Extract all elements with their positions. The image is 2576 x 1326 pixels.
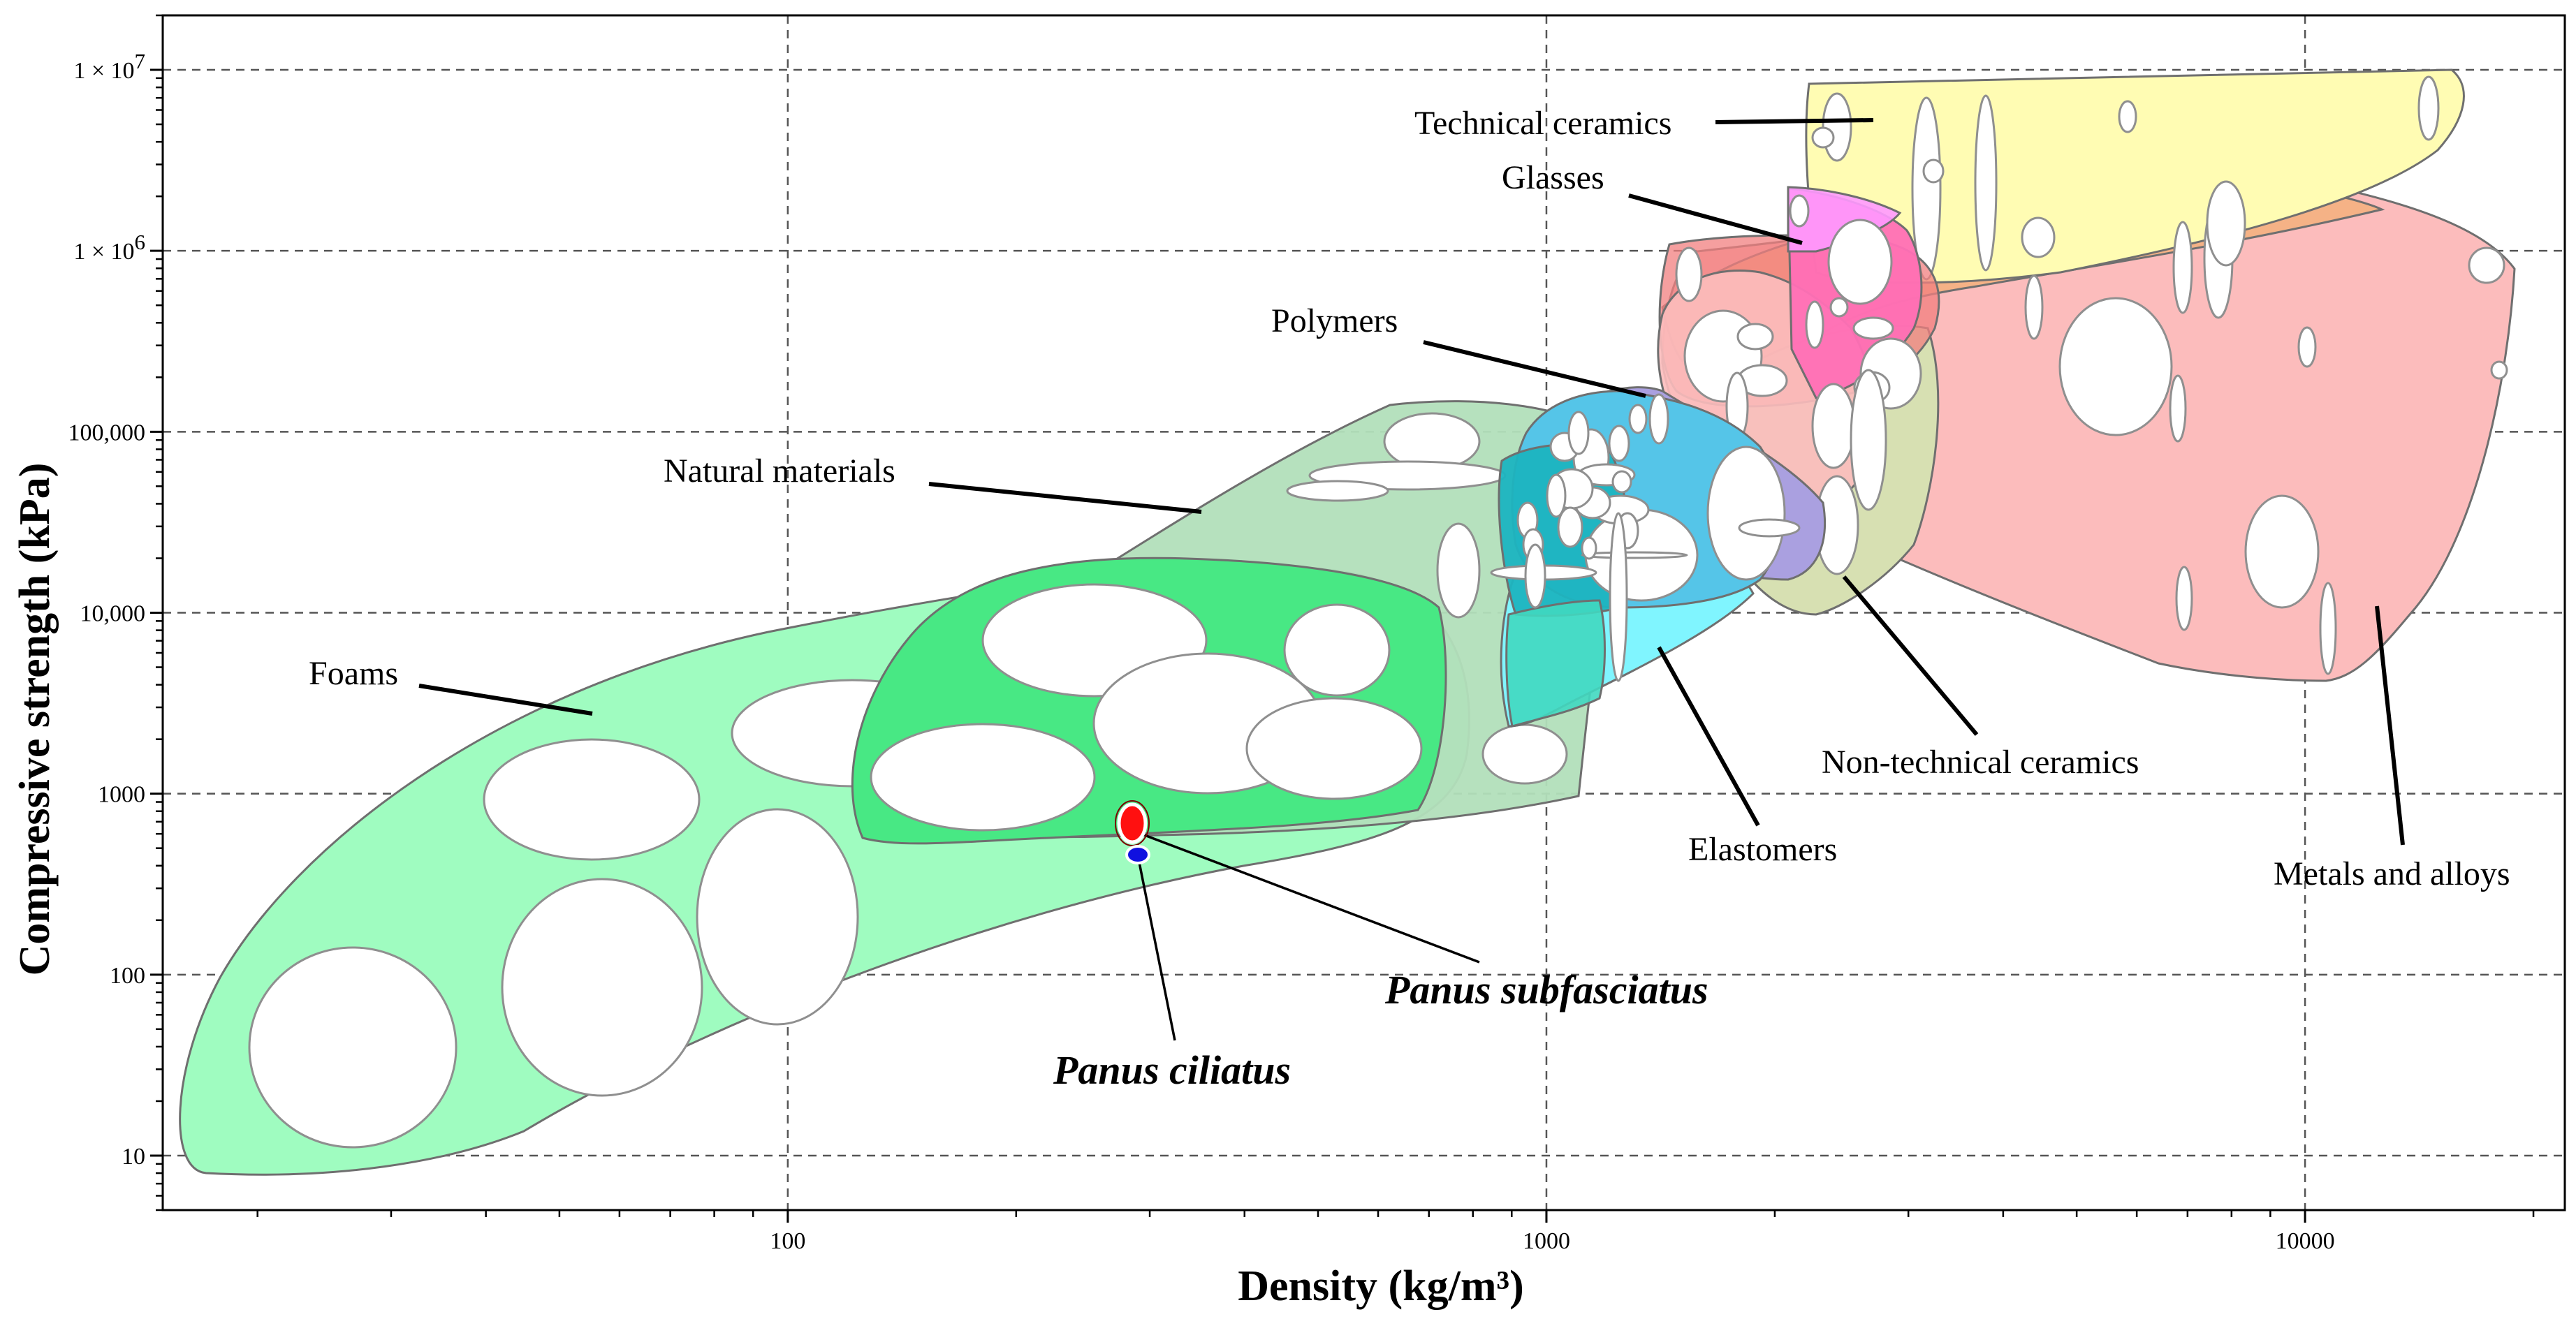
elastomers-teal-envelope <box>1505 599 1606 728</box>
metals-item <box>2058 297 2173 436</box>
y-tick-label: 1000 <box>98 782 145 808</box>
ceramics-item <box>1850 369 1887 511</box>
ciliatus-label: Panus ciliatus <box>1053 1047 1291 1093</box>
polymers-item <box>1628 404 1648 434</box>
technical-item <box>2206 180 2246 267</box>
subfasciatus-label: Panus subfasciatus <box>1384 967 1708 1012</box>
y-tick-label: 100 <box>110 963 145 989</box>
ceramics-item <box>1811 383 1856 469</box>
x-tick-label: 100 <box>770 1228 805 1254</box>
ceramics-item <box>1736 323 1774 351</box>
foams-item <box>483 738 701 861</box>
metals-item <box>2169 374 2187 443</box>
ciliatus-marker <box>1125 845 1150 864</box>
ceramics-item <box>1829 297 1849 318</box>
metals-item <box>2319 582 2337 675</box>
technical-label: Technical ceramics <box>1414 105 1671 142</box>
technical-item <box>1822 92 1852 162</box>
metals-label: Metals and alloys <box>2274 855 2510 892</box>
foams-leader <box>418 684 593 716</box>
class-polymers-elastomers <box>1490 386 1827 728</box>
x-tick-label: 1000 <box>1523 1228 1570 1254</box>
natural-leader <box>928 482 1202 514</box>
natural-item <box>1283 603 1391 697</box>
polymers-item <box>1524 543 1546 609</box>
technical-leader <box>1715 118 1874 124</box>
class-labels: Foams Natural materials Polymers Glasses… <box>309 105 2510 892</box>
class-technical-ceramics <box>1661 68 2465 383</box>
metals-item <box>2297 326 2317 368</box>
metals-leader <box>2375 605 2405 846</box>
natural-label: Natural materials <box>664 452 895 489</box>
ceramics-item <box>1827 219 1893 305</box>
ceramics-item <box>1852 316 1894 340</box>
subfasciatus-leader <box>1142 833 1480 964</box>
natural-item <box>1436 522 1481 619</box>
x-axis-title: Density (kg/m³) <box>1238 1262 1524 1310</box>
foams-item <box>248 946 458 1149</box>
polymers-item <box>1581 536 1597 560</box>
foams-item <box>696 808 859 1026</box>
polymers-item <box>1611 470 1632 494</box>
technical-item <box>2118 100 2137 133</box>
ciliatus-leader <box>1137 858 1176 1041</box>
polymers-leader <box>1423 340 1646 398</box>
natural-item <box>1245 697 1423 800</box>
y-tick-label: 10 <box>122 1144 145 1170</box>
polymers-item <box>1609 512 1628 682</box>
polymers-item <box>1608 425 1630 462</box>
y-axis-title: Compressive strength (kPa) <box>11 463 59 976</box>
technical-item <box>2417 75 2440 141</box>
technical-item <box>1811 126 1835 149</box>
technical-item <box>1974 94 1998 272</box>
polymers-item <box>1546 473 1567 518</box>
natural-item <box>1481 723 1568 785</box>
subfasciatus-marker-outline <box>1115 800 1150 846</box>
technical-item <box>1922 159 1945 184</box>
nontech-label: Non-technical ceramics <box>1822 744 2139 781</box>
polymers-label: Polymers <box>1271 302 1398 339</box>
natural-item <box>870 723 1096 832</box>
highlighted-species: Panus subfasciatus Panus ciliatus <box>1053 800 1708 1093</box>
y-tick-label: 100,000 <box>68 420 146 445</box>
elastomers-label: Elastomers <box>1688 831 1837 868</box>
ceramics-item <box>1789 194 1810 228</box>
polymers-item <box>1567 411 1590 455</box>
elastomers-leader <box>1657 646 1760 827</box>
class-natural-materials <box>851 400 1629 845</box>
ceramics-item <box>1805 300 1824 349</box>
metals-item <box>2490 360 2508 380</box>
natural-item <box>1286 480 1389 502</box>
glasses-leader <box>1628 193 1803 245</box>
polymers-item <box>1581 551 1688 559</box>
metals-item <box>2175 566 2193 631</box>
technical-item <box>2021 216 2056 258</box>
polymers-item <box>1557 506 1583 548</box>
polymers-item <box>1648 393 1669 445</box>
foams-item <box>501 878 703 1097</box>
polymers-item <box>1706 445 1786 581</box>
metals-item <box>2244 494 2320 609</box>
metals-item <box>2468 246 2505 284</box>
subfasciatus-marker <box>1117 802 1148 844</box>
x-tick-label: 10000 <box>2276 1228 2335 1254</box>
glasses-label: Glasses <box>1502 159 1604 196</box>
nontech-leader <box>1842 575 1979 736</box>
foams-label: Foams <box>309 655 398 692</box>
technical-item <box>2024 274 2044 340</box>
technical-item <box>2172 221 2193 314</box>
ceramics-item <box>1675 246 1703 302</box>
polymers-item <box>1738 518 1801 538</box>
y-tick-label: 10,000 <box>80 601 146 627</box>
